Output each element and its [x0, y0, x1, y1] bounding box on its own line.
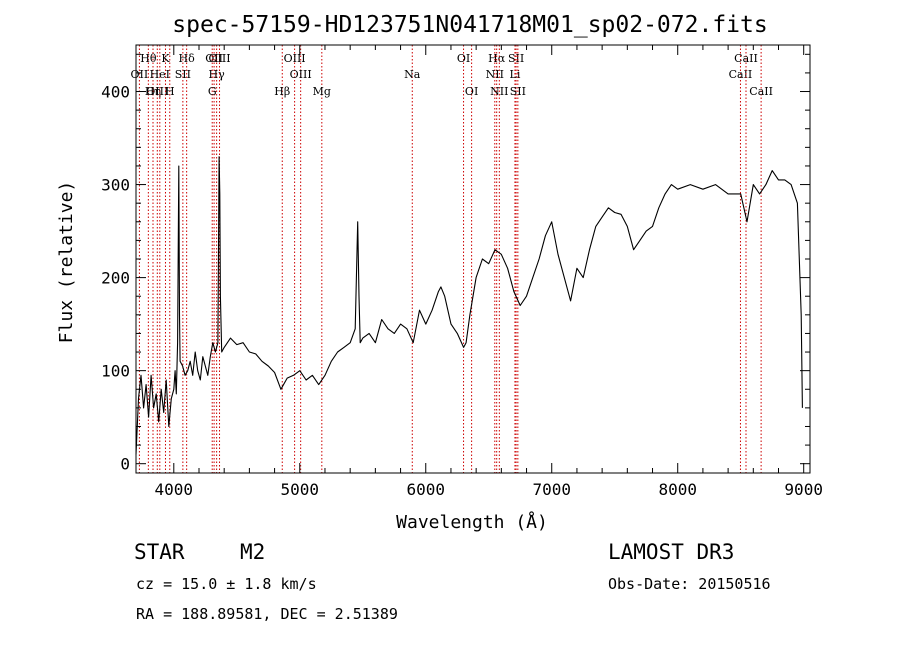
line-marker-label-18: OI — [457, 52, 470, 65]
line-marker-label-4: HeI — [150, 68, 170, 81]
line-marker-label-14: OIII — [290, 68, 312, 81]
line-marker-label-25: SII — [510, 85, 526, 98]
y-tick-label-1: 100 — [101, 362, 130, 381]
line-marker-label-9: OII — [205, 52, 223, 65]
line-marker-label-2: OIII — [146, 85, 168, 98]
y-axis-label: Flux (relative) — [56, 181, 77, 344]
line-marker-label-0: Hθ — [140, 52, 157, 65]
x-tick-label-4: 8000 — [658, 480, 697, 499]
series-line-flux — [135, 156, 803, 455]
survey-name: LAMOST DR3 — [608, 540, 735, 564]
line-marker-label-6: H — [165, 85, 175, 98]
line-marker-label-17: Na — [404, 68, 421, 81]
subclass: M2 — [240, 540, 266, 564]
x-tick-label-1: 5000 — [281, 480, 320, 499]
x-tick-label-5: 9000 — [784, 480, 823, 499]
line-marker-label-21: NII — [486, 68, 504, 81]
chart-title: spec-57159-HD123751N041718M01_sp02-072.f… — [172, 12, 767, 38]
y-tick-label-2: 200 — [101, 269, 130, 288]
line-marker-label-20: Hα — [488, 52, 506, 65]
x-tick-label-2: 6000 — [406, 480, 445, 499]
x-axis-label: Wavelength (Å) — [396, 511, 548, 533]
line-marker-label-28: CaII — [749, 85, 773, 98]
coordinates: RA = 188.89581, DEC = 2.51389 — [136, 605, 398, 623]
line-marker-label-27: CaII — [734, 52, 758, 65]
line-marker-label-16: Mg — [313, 85, 331, 98]
redshift-text: cz = 15.0 ± 1.8 km/s — [136, 575, 317, 593]
line-marker-label-8: Hδ — [179, 52, 196, 65]
series-layer — [135, 156, 803, 455]
line-marker-label-23: SII — [508, 52, 524, 65]
line-marker-label-26: CaII — [729, 68, 753, 81]
object-type: STAR — [134, 540, 185, 564]
x-tick-label-3: 7000 — [532, 480, 571, 499]
line-marker-label-11: G — [208, 85, 217, 98]
line-marker-label-1: OII — [131, 68, 149, 81]
line-marker-label-12: OIII — [208, 52, 230, 65]
line-marker-label-13: OIII — [284, 52, 306, 65]
line-marker-label-22: NII — [490, 85, 508, 98]
line-marker-label-15: Hβ — [274, 85, 290, 98]
plot-frame — [135, 44, 811, 474]
y-tick-label-3: 300 — [101, 176, 130, 195]
axes: 4000 5000 6000 7000 8000 9000 0 100 200 300 400 — [101, 44, 823, 499]
line-marker-label-5: K — [161, 52, 170, 65]
y-tick-label-0: 0 — [120, 455, 130, 474]
x-tick-label-0: 4000 — [155, 480, 194, 499]
obs-date: Obs-Date: 20150516 — [608, 575, 771, 593]
line-marker-label-3: Hη — [145, 85, 161, 98]
line-marker-label-7: SII — [175, 68, 191, 81]
y-tick-label-4: 400 — [101, 83, 130, 102]
line-marker-label-24: Li — [510, 68, 521, 81]
line-marker-label-19: OI — [465, 85, 478, 98]
line-marker-label-10: Hγ — [209, 68, 226, 81]
